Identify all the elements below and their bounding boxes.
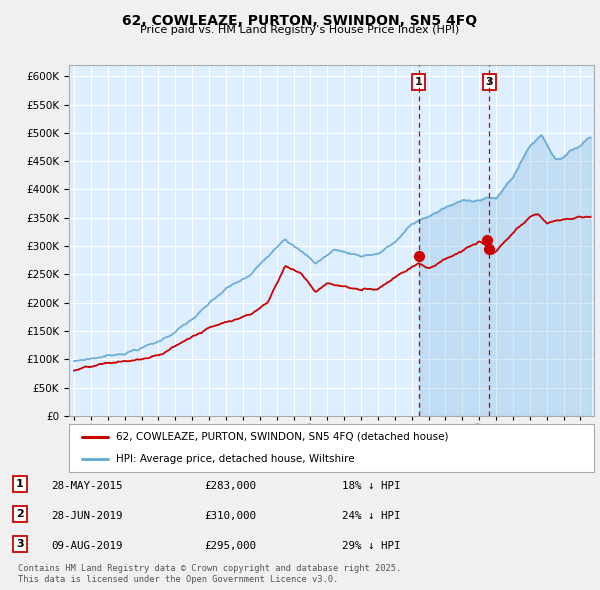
Text: 28-MAY-2015: 28-MAY-2015 [51,481,122,491]
Text: Contains HM Land Registry data © Crown copyright and database right 2025.: Contains HM Land Registry data © Crown c… [18,565,401,573]
Text: 28-JUN-2019: 28-JUN-2019 [51,511,122,521]
Text: 2: 2 [16,509,23,519]
Text: This data is licensed under the Open Government Licence v3.0.: This data is licensed under the Open Gov… [18,575,338,584]
Text: £283,000: £283,000 [204,481,256,491]
Text: £295,000: £295,000 [204,541,256,551]
Text: 62, COWLEAZE, PURTON, SWINDON, SN5 4FQ: 62, COWLEAZE, PURTON, SWINDON, SN5 4FQ [122,14,478,28]
Text: 09-AUG-2019: 09-AUG-2019 [51,541,122,551]
Text: 1: 1 [415,77,422,87]
Text: 18% ↓ HPI: 18% ↓ HPI [342,481,401,491]
Text: 3: 3 [16,539,23,549]
Text: 1: 1 [16,479,23,489]
Text: 24% ↓ HPI: 24% ↓ HPI [342,511,401,521]
Text: HPI: Average price, detached house, Wiltshire: HPI: Average price, detached house, Wilt… [116,454,355,464]
Text: 29% ↓ HPI: 29% ↓ HPI [342,541,401,551]
Text: Price paid vs. HM Land Registry’s House Price Index (HPI): Price paid vs. HM Land Registry’s House … [140,25,460,35]
Text: £310,000: £310,000 [204,511,256,521]
Text: 3: 3 [485,77,493,87]
Text: 62, COWLEAZE, PURTON, SWINDON, SN5 4FQ (detached house): 62, COWLEAZE, PURTON, SWINDON, SN5 4FQ (… [116,432,449,442]
